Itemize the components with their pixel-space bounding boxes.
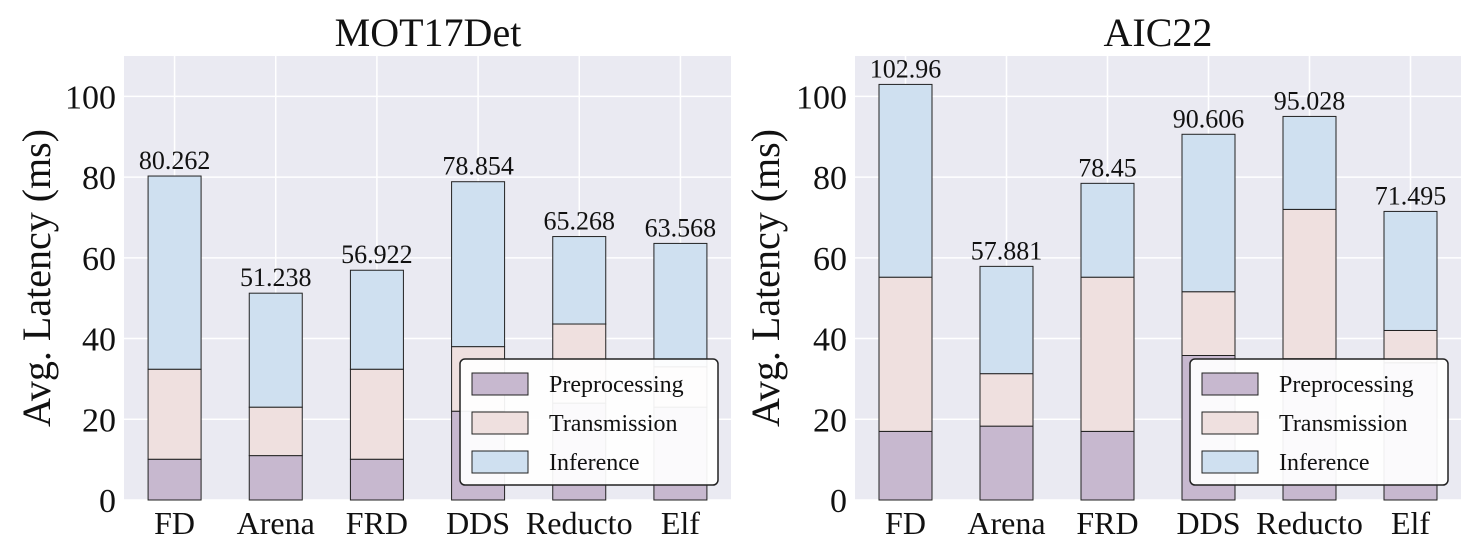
y-tick-label: 80 <box>813 160 847 197</box>
bar-inference-fd <box>878 83 933 278</box>
bar-inference-frd <box>1080 182 1135 278</box>
legend-swatch-preprocessing <box>1201 372 1259 396</box>
y-tick-label: 0 <box>99 483 116 520</box>
bar-inference-fd <box>147 175 202 370</box>
bar-inference-elf <box>653 242 708 368</box>
x-tick-label: FRD <box>346 505 408 541</box>
data-label-total: 57.881 <box>971 236 1043 265</box>
data-label-total: 71.495 <box>1375 181 1447 210</box>
bar-inference-reducto <box>552 236 607 325</box>
y-tick-label: 60 <box>813 241 847 278</box>
y-tick-label: 40 <box>82 322 116 359</box>
chart-panel-2: 0 20 40 60 80 100 102.96 FD 57.881 Arena 78.45 FRD 9… <box>743 10 1461 541</box>
bar-inference-reducto <box>1282 115 1337 210</box>
bar-preprocessing-frd <box>1080 430 1135 501</box>
x-tick-label: FD <box>154 505 195 541</box>
legend: Preprocessing Transmission Inference <box>1189 358 1449 486</box>
bar-inference-dds <box>451 181 506 348</box>
legend-label-preprocessing: Preprocessing <box>1279 372 1414 398</box>
legend-swatch-transmission <box>1201 411 1259 435</box>
data-label-total: 65.268 <box>544 207 616 236</box>
y-tick-label: 20 <box>82 402 116 439</box>
x-tick-label: Reducto <box>526 505 633 541</box>
data-label-total: 95.028 <box>1274 86 1346 115</box>
bar-transmission-arena <box>248 406 303 457</box>
x-tick-label: DDS <box>446 505 510 541</box>
legend-swatch-preprocessing <box>471 372 529 396</box>
data-label-total: 51.238 <box>240 263 312 292</box>
bar-transmission-arena <box>979 373 1034 427</box>
chart-panel-1: 0 20 40 60 80 100 80.262 FD 51.238 Arena 56.922 FRD… <box>14 10 731 541</box>
legend-swatch-inference <box>1201 450 1259 474</box>
legend-swatch-inference <box>471 450 529 474</box>
y-axis-label: Avg. Latency (ms) <box>743 129 788 427</box>
data-label-total: 90.606 <box>1173 104 1245 133</box>
y-axis-label: Avg. Latency (ms) <box>14 129 59 427</box>
bar-inference-elf <box>1383 210 1438 331</box>
chart-title: AIC22 <box>1104 10 1213 55</box>
bar-transmission-fd <box>878 276 933 432</box>
y-tick-label: 0 <box>830 483 847 520</box>
x-tick-label: Arena <box>967 505 1045 541</box>
bar-transmission-frd <box>1080 276 1135 432</box>
bar-preprocessing-fd <box>147 458 202 501</box>
chart-title: MOT17Det <box>335 10 522 55</box>
y-tick-label: 20 <box>813 402 847 439</box>
x-tick-label: DDS <box>1176 505 1240 541</box>
bar-transmission-elf <box>1383 329 1438 364</box>
data-label-total: 78.854 <box>442 152 514 181</box>
legend-label-preprocessing: Preprocessing <box>549 372 684 398</box>
y-tick-label: 40 <box>813 322 847 359</box>
bar-inference-arena <box>248 292 303 408</box>
bar-inference-arena <box>979 265 1034 375</box>
x-tick-label: FRD <box>1076 505 1138 541</box>
bar-transmission-frd <box>349 368 404 460</box>
bar-preprocessing-fd <box>878 430 933 501</box>
legend-label-inference: Inference <box>1279 450 1370 476</box>
x-tick-label: Elf <box>1391 505 1430 541</box>
x-tick-label: Arena <box>237 505 315 541</box>
legend-swatch-transmission <box>471 411 529 435</box>
legend-label-transmission: Transmission <box>1279 411 1407 437</box>
legend: Preprocessing Transmission Inference <box>459 358 719 486</box>
bar-inference-frd <box>349 269 404 370</box>
bar-transmission-fd <box>147 368 202 460</box>
y-tick-label: 60 <box>82 241 116 278</box>
x-tick-label: FD <box>885 505 926 541</box>
x-tick-label: Reducto <box>1256 505 1363 541</box>
data-label-total: 78.45 <box>1078 153 1137 182</box>
y-tick-label: 100 <box>65 79 116 116</box>
x-tick-label: Elf <box>661 505 700 541</box>
bar-preprocessing-arena <box>979 425 1034 501</box>
bar-transmission-reducto <box>1282 208 1337 360</box>
bar-preprocessing-frd <box>349 458 404 501</box>
legend-label-inference: Inference <box>549 450 640 476</box>
bar-inference-dds <box>1181 133 1236 293</box>
legend-label-transmission: Transmission <box>549 411 677 437</box>
bar-preprocessing-arena <box>248 455 303 501</box>
y-tick-label: 80 <box>82 160 116 197</box>
data-label-total: 102.96 <box>870 54 942 83</box>
data-label-total: 80.262 <box>139 146 211 175</box>
data-label-total: 63.568 <box>645 213 717 242</box>
y-tick-label: 100 <box>796 79 847 116</box>
data-label-total: 56.922 <box>341 240 413 269</box>
bar-transmission-dds <box>1181 291 1236 356</box>
